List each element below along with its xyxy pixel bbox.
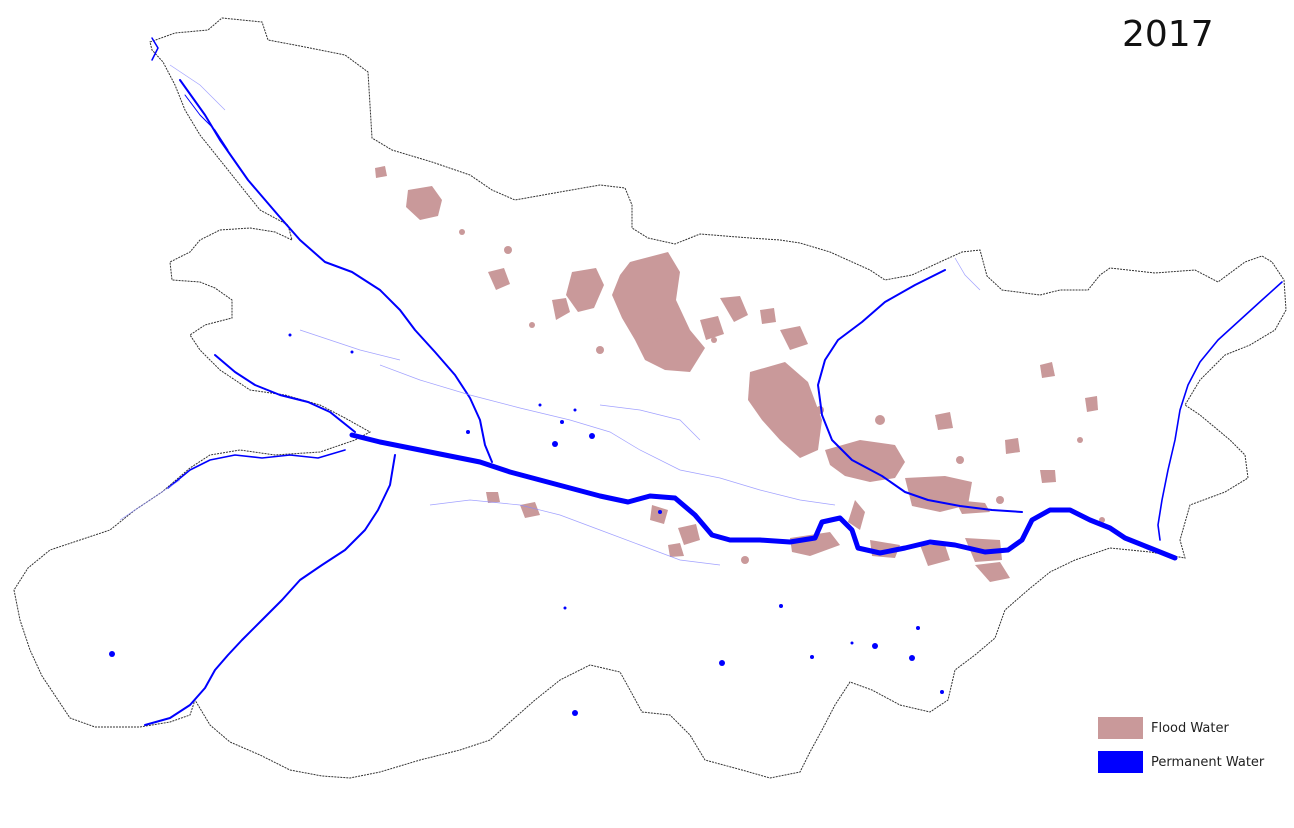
permanent-water-swatch	[1098, 751, 1143, 773]
map-legend: Flood Water Permanent Water	[1098, 716, 1264, 784]
water-bodies	[109, 333, 944, 716]
permanent-water-label: Permanent Water	[1151, 754, 1265, 770]
flood-water-label: Flood Water	[1151, 720, 1229, 736]
flood-water-layer	[375, 166, 1105, 582]
year-label: 2017	[1122, 14, 1214, 55]
permanent-water-layer	[144, 37, 1283, 726]
flood-water-swatch	[1098, 717, 1143, 739]
minor-streams	[119, 64, 981, 566]
legend-item-flood-water: Flood Water	[1098, 716, 1264, 740]
legend-item-permanent-water: Permanent Water	[1098, 750, 1264, 774]
state-boundary	[13, 17, 1287, 779]
